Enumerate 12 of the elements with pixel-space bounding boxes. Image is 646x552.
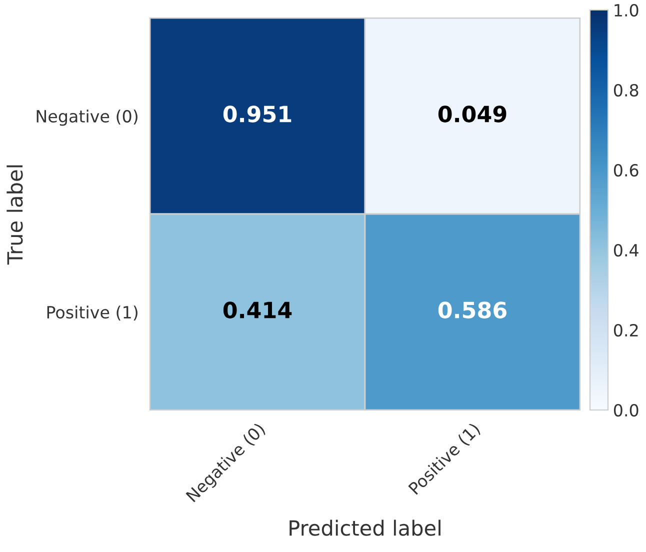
data-label: 0.951	[223, 106, 292, 122]
color-bar-label: 0.6	[614, 164, 638, 177]
color-bar-label: 0.4	[614, 244, 638, 257]
data-label: 0.586	[438, 302, 506, 318]
y-axis-title: True label	[6, 165, 23, 265]
x-axis-title: Predicted label	[290, 520, 440, 536]
color-bar-label: 0.2	[614, 324, 638, 337]
data-label: 0.414	[223, 302, 292, 318]
color-bar-label: 0.8	[614, 84, 638, 97]
color-bar-label: 0.0	[614, 404, 638, 417]
color-bar-label: 1.0	[614, 4, 638, 17]
data-label: 0.049	[438, 106, 506, 122]
